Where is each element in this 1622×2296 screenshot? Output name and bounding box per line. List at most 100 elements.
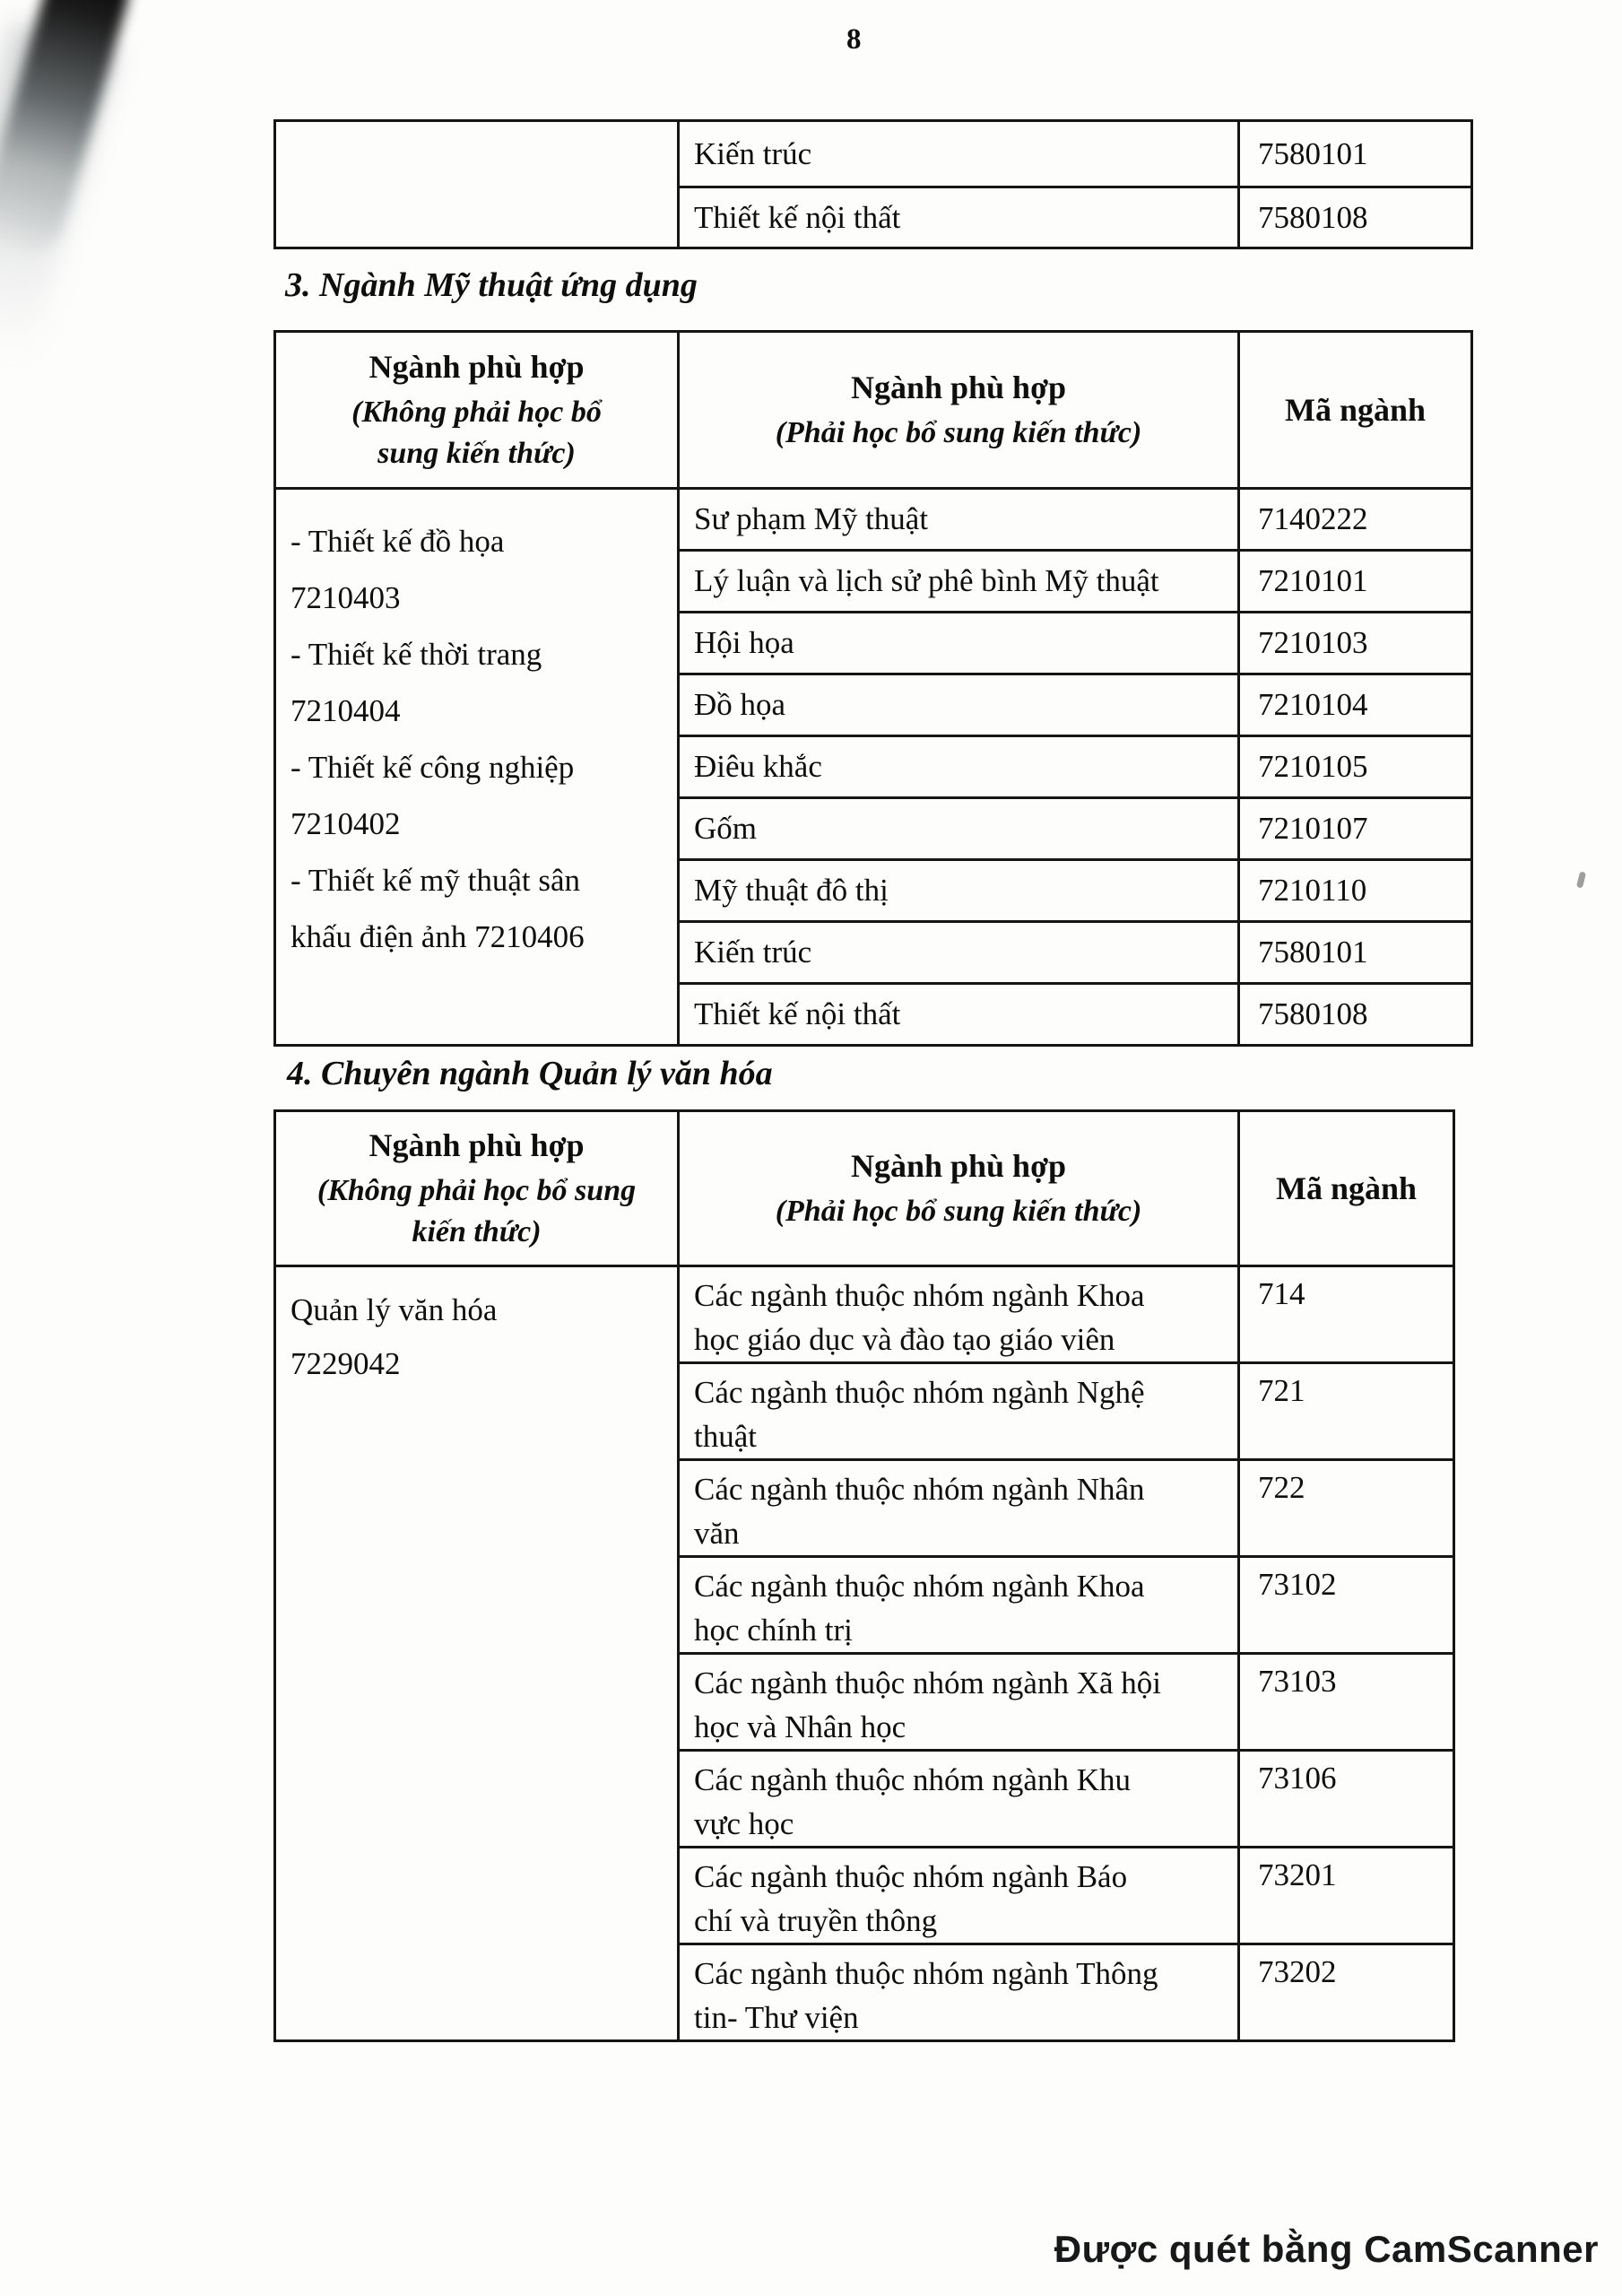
text-line: 7210404 xyxy=(291,693,401,728)
col-header-subtitle: (Không phải học bổ sung kiến thức) xyxy=(283,1170,670,1253)
col-header-code: Mã ngành xyxy=(1237,330,1473,490)
col-header-no-supplement: Ngành phù hợp (Không phải học bổ sung ki… xyxy=(273,330,680,490)
text-line: - Thiết kế thời trang xyxy=(291,637,542,672)
major-code-cell: 7140222 xyxy=(1237,487,1473,552)
table-row: Các ngành thuộc nhóm ngành Nghệ thuật 72… xyxy=(275,1361,1455,1461)
section-heading-3: 3. Ngành Mỹ thuật ứng dụng xyxy=(285,266,698,304)
table-row: Các ngành thuộc nhóm ngành Khoa học chín… xyxy=(275,1555,1455,1655)
col-header-no-supplement: Ngành phù hợp (Không phải học bổ sung ki… xyxy=(273,1109,680,1267)
camscanner-watermark: Được quét bằng CamScanner xyxy=(1054,2228,1599,2270)
major-name-cell: Các ngành thuộc nhóm ngành Khu vực học xyxy=(677,1749,1240,1848)
major-code-cell: 714 xyxy=(1237,1265,1455,1364)
table-row: Quản lý văn hóa 7229042 Các ngành thuộc … xyxy=(273,1265,1455,2042)
text-line: Các ngành thuộc nhóm ngành Nghệ xyxy=(694,1375,1145,1410)
col-header-subtitle: (Phải học bổ sung kiến thức) xyxy=(687,1191,1230,1232)
major-code-cell: 7210104 xyxy=(1237,673,1473,737)
major-name-cell: Gốm xyxy=(677,796,1240,861)
major-name-cell: Sư phạm Mỹ thuật xyxy=(677,487,1240,552)
table-row: Lý luận và lịch sử phê bình Mỹ thuật 721… xyxy=(275,549,1473,613)
text-line: Các ngành thuộc nhóm ngành Báo xyxy=(694,1859,1128,1894)
text-line: - Thiết kế công nghiệp xyxy=(291,750,575,785)
major-name-cell: Điêu khắc xyxy=(677,735,1240,799)
col-header-supplement: Ngành phù hợp (Phải học bổ sung kiến thứ… xyxy=(677,330,1240,490)
major-code-cell: 7580108 xyxy=(1237,186,1473,249)
major-name-cell: Các ngành thuộc nhóm ngành Thông tin- Th… xyxy=(677,1943,1240,2042)
major-code-cell: 73102 xyxy=(1237,1555,1455,1655)
text-line: khấu điện ảnh 7210406 xyxy=(291,919,585,954)
major-name-cell: Mỹ thuật đô thị xyxy=(677,858,1240,923)
major-name-cell: Các ngành thuộc nhóm ngành Khoa học chín… xyxy=(677,1555,1240,1655)
text-line: Các ngành thuộc nhóm ngành Khoa xyxy=(694,1569,1145,1604)
major-name-cell: Các ngành thuộc nhóm ngành Báo chí và tr… xyxy=(677,1846,1240,1945)
major-code-cell: 721 xyxy=(1237,1361,1455,1461)
table-row: Các ngành thuộc nhóm ngành Xã hội học và… xyxy=(275,1652,1455,1752)
major-name-cell: Các ngành thuộc nhóm ngành Xã hội học và… xyxy=(677,1652,1240,1752)
major-name-cell: Các ngành thuộc nhóm ngành Nghệ thuật xyxy=(677,1361,1240,1461)
table-row: Các ngành thuộc nhóm ngành Thông tin- Th… xyxy=(275,1943,1455,2042)
table-row: - Thiết kế đồ họa 7210403 - Thiết kế thờ… xyxy=(273,487,1473,1047)
text-line: Các ngành thuộc nhóm ngành Khu xyxy=(694,1762,1131,1797)
table-row: Điêu khắc 7210105 xyxy=(275,735,1473,799)
text-line: chí và truyền thông xyxy=(694,1903,938,1938)
text-line: Các ngành thuộc nhóm ngành Khoa xyxy=(694,1278,1145,1313)
major-name-cell: Đồ họa xyxy=(677,673,1240,737)
major-code-cell: 73106 xyxy=(1237,1749,1455,1848)
compatible-majors-cell: Quản lý văn hóa 7229042 xyxy=(273,1265,680,2042)
major-name-cell: Các ngành thuộc nhóm ngành Nhân văn xyxy=(677,1458,1240,1558)
col-header-title: Mã ngành xyxy=(1284,391,1427,428)
text-line: - Thiết kế mỹ thuật sân xyxy=(291,863,581,898)
major-code-cell: 73202 xyxy=(1237,1943,1455,2042)
major-code-cell: 73103 xyxy=(1237,1652,1455,1752)
major-code-cell: 722 xyxy=(1237,1458,1455,1558)
major-code-cell: 7210103 xyxy=(1237,611,1473,675)
text-line: Quản lý văn hóa xyxy=(291,1292,498,1327)
text-line: (Phải học bổ sung kiến thức) xyxy=(775,416,1142,450)
major-code-cell: 7210107 xyxy=(1237,796,1473,861)
major-name-cell: Thiết kế nội thất xyxy=(677,186,1240,249)
col-header-title: Ngành phù hợp xyxy=(850,369,1067,405)
table-row: Hội họa 7210103 xyxy=(275,611,1473,675)
culture-management-table: Ngành phù hợp (Không phải học bổ sung ki… xyxy=(273,1109,1455,2042)
text-line: thuật xyxy=(694,1419,757,1454)
compatible-majors-cell: - Thiết kế đồ họa 7210403 - Thiết kế thờ… xyxy=(273,487,680,1047)
major-code-cell: 7210110 xyxy=(1237,858,1473,923)
table-header-row: Ngành phù hợp (Không phải học bổ sung ki… xyxy=(273,1109,1455,1267)
page-number: 8 xyxy=(846,23,863,56)
major-name-cell: Các ngành thuộc nhóm ngành Khoa học giáo… xyxy=(677,1265,1240,1364)
continuation-table: Kiến trúc 7580101 Thiết kế nội thất 7580… xyxy=(273,119,1473,249)
col-header-subtitle: (Phải học bổ sung kiến thức) xyxy=(687,413,1230,454)
major-name-cell: Kiến trúc xyxy=(677,119,1240,188)
major-code-cell: 7580108 xyxy=(1237,982,1473,1047)
major-name-cell: Lý luận và lịch sử phê bình Mỹ thuật xyxy=(677,549,1240,613)
text-line: học chính trị xyxy=(694,1613,853,1648)
table-row: Thiết kế nội thất 7580108 xyxy=(275,982,1473,1047)
empty-cell xyxy=(273,119,680,249)
section-heading-4: 4. Chuyên ngành Quản lý văn hóa xyxy=(287,1055,773,1092)
table-row: Đồ họa 7210104 xyxy=(275,673,1473,737)
table-row: Gốm 7210107 xyxy=(275,796,1473,861)
table-row: Kiến trúc 7580101 xyxy=(273,119,1473,249)
text-line: học và Nhân học xyxy=(694,1709,906,1744)
text-line: (Phải học bổ sung kiến thức) xyxy=(775,1195,1142,1229)
major-name-cell: Kiến trúc xyxy=(677,920,1240,985)
scan-speck-artifact xyxy=(1575,871,1587,889)
major-name-cell: Thiết kế nội thất xyxy=(677,982,1240,1047)
text-line: văn xyxy=(694,1516,740,1551)
text-line: tin- Thư viện xyxy=(694,2000,859,2035)
text-line: Các ngành thuộc nhóm ngành Xã hội xyxy=(694,1665,1162,1700)
col-header-supplement: Ngành phù hợp (Phải học bổ sung kiến thứ… xyxy=(677,1109,1240,1267)
col-header-code: Mã ngành xyxy=(1237,1109,1455,1267)
col-header-title: Ngành phù hợp xyxy=(850,1147,1067,1184)
table-header-row: Ngành phù hợp (Không phải học bổ sung ki… xyxy=(273,330,1473,490)
col-header-subtitle: (Không phải học bổ sung kiến thức) xyxy=(283,392,670,474)
table-row: Các ngành thuộc nhóm ngành Khu vực học 7… xyxy=(275,1749,1455,1848)
table-row: Thiết kế nội thất 7580108 xyxy=(275,186,1473,249)
text-line: vực học xyxy=(694,1806,794,1841)
text-line: - Thiết kế đồ họa xyxy=(291,524,505,559)
text-line: (Không phải học bổ xyxy=(351,396,602,430)
applied-arts-table: Ngành phù hợp (Không phải học bổ sung ki… xyxy=(273,330,1473,1047)
major-code-cell: 73201 xyxy=(1237,1846,1455,1945)
text-line: (Không phải học bổ sung xyxy=(317,1174,637,1208)
text-line: 7210402 xyxy=(291,806,401,841)
